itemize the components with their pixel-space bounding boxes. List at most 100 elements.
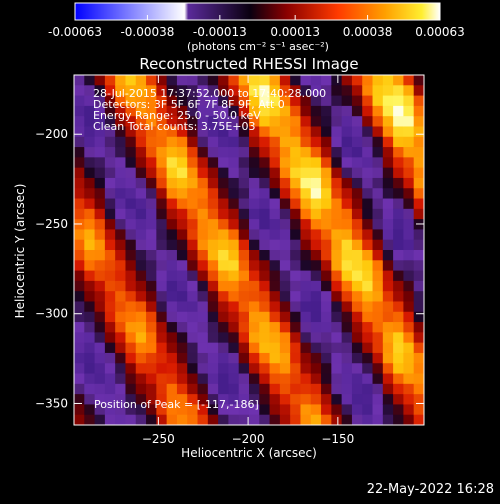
heatmap-cell <box>279 352 291 364</box>
heatmap-cell <box>279 126 291 138</box>
heatmap-cell <box>187 404 199 416</box>
heatmap-cell <box>238 291 250 303</box>
heatmap-cell <box>269 229 281 241</box>
heatmap-cell <box>176 219 188 231</box>
heatmap-cell <box>115 352 127 364</box>
heatmap-cell <box>125 404 137 416</box>
heatmap-cell <box>218 136 230 148</box>
heatmap-cell <box>135 239 147 251</box>
heatmap-cell <box>279 270 291 282</box>
heatmap-cell <box>104 352 116 364</box>
heatmap-cell <box>393 229 405 241</box>
heatmap-cell <box>228 188 240 200</box>
heatmap-cell <box>104 116 116 128</box>
heatmap-cell <box>146 95 157 107</box>
heatmap-cell <box>74 198 85 210</box>
heatmap-cell <box>351 260 363 272</box>
heatmap-cell <box>146 260 157 272</box>
heatmap-cell <box>218 177 230 189</box>
heatmap-cell <box>259 311 271 323</box>
heatmap-cell <box>331 198 343 210</box>
heatmap-cell <box>351 301 363 313</box>
heatmap-cell <box>104 373 116 385</box>
heatmap-cell <box>372 352 384 364</box>
heatmap-cell <box>259 239 271 251</box>
heatmap-cell <box>135 363 147 375</box>
heatmap-cell <box>135 270 147 282</box>
heatmap-cell <box>135 394 147 406</box>
heatmap-cell <box>249 301 260 313</box>
heatmap-cell <box>372 301 384 313</box>
heatmap-cell <box>393 208 405 220</box>
heatmap-cell <box>310 280 322 292</box>
heatmap-cell <box>238 404 250 416</box>
heatmap-cell <box>341 219 353 231</box>
heatmap-cell <box>146 239 157 251</box>
heatmap-cell <box>300 198 312 210</box>
heatmap-cell <box>84 95 96 107</box>
heatmap-cell <box>74 311 85 323</box>
heatmap-cell <box>403 136 415 148</box>
heatmap-cell <box>269 126 281 138</box>
heatmap-cell <box>300 116 312 128</box>
heatmap-cell <box>166 105 178 117</box>
heatmap-cell <box>84 229 96 241</box>
heatmap-cell <box>279 136 291 148</box>
heatmap-cell <box>310 126 322 138</box>
heatmap-cell <box>362 177 374 189</box>
heatmap-cell <box>413 239 424 251</box>
heatmap-cell <box>321 394 332 406</box>
heatmap-cell <box>115 394 127 406</box>
heatmap-cell <box>341 270 353 282</box>
heatmap-cell <box>351 177 363 189</box>
heatmap-cell <box>197 311 209 323</box>
heatmap-cell <box>84 208 96 220</box>
heatmap-cell <box>403 188 415 200</box>
heatmap-cell <box>362 342 374 354</box>
heatmap-cell <box>331 301 343 313</box>
heatmap-cell <box>115 188 127 200</box>
heatmap-cell <box>300 208 312 220</box>
heatmap-cell <box>393 352 405 364</box>
heatmap-cell <box>176 352 188 364</box>
heatmap-cell <box>300 373 312 385</box>
heatmap-cell <box>218 147 230 158</box>
heatmap-cell <box>372 116 384 128</box>
heatmap-cell <box>146 332 157 344</box>
heatmap-cell <box>94 95 106 107</box>
heatmap-cell <box>197 167 209 179</box>
heatmap-cell <box>74 219 85 231</box>
heatmap-cell <box>393 291 405 303</box>
heatmap-cell <box>104 280 116 292</box>
heatmap-cell <box>341 383 353 395</box>
heatmap-cell <box>300 157 312 169</box>
heatmap-cell <box>321 198 332 210</box>
heatmap-cell <box>156 404 168 416</box>
heatmap-cell <box>269 383 281 395</box>
heatmap-cell <box>382 75 394 86</box>
heatmap-cell <box>218 373 230 385</box>
heatmap-cell <box>393 157 405 169</box>
heatmap-cell <box>321 250 332 261</box>
heatmap-cell <box>94 167 106 179</box>
heatmap-cell <box>176 270 188 282</box>
heatmap-cell <box>146 157 157 169</box>
heatmap-cell <box>393 105 405 117</box>
heatmap-cell <box>115 239 127 251</box>
heatmap-cell <box>331 414 343 425</box>
heatmap-cell <box>310 322 322 333</box>
heatmap-cell <box>300 85 312 97</box>
heatmap-cell <box>156 157 168 169</box>
heatmap-cell <box>310 404 322 416</box>
heatmap-cell <box>331 116 343 128</box>
heatmap-cell <box>176 229 188 241</box>
heatmap-cell <box>341 322 353 333</box>
heatmap-cell <box>135 260 147 272</box>
heatmap-cell <box>279 157 291 169</box>
heatmap-cell <box>176 280 188 292</box>
heatmap-cell <box>187 394 199 406</box>
heatmap-cell <box>372 322 384 333</box>
heatmap-cell <box>372 85 384 97</box>
heatmap-cell <box>156 239 168 251</box>
heatmap-cell <box>104 322 116 333</box>
